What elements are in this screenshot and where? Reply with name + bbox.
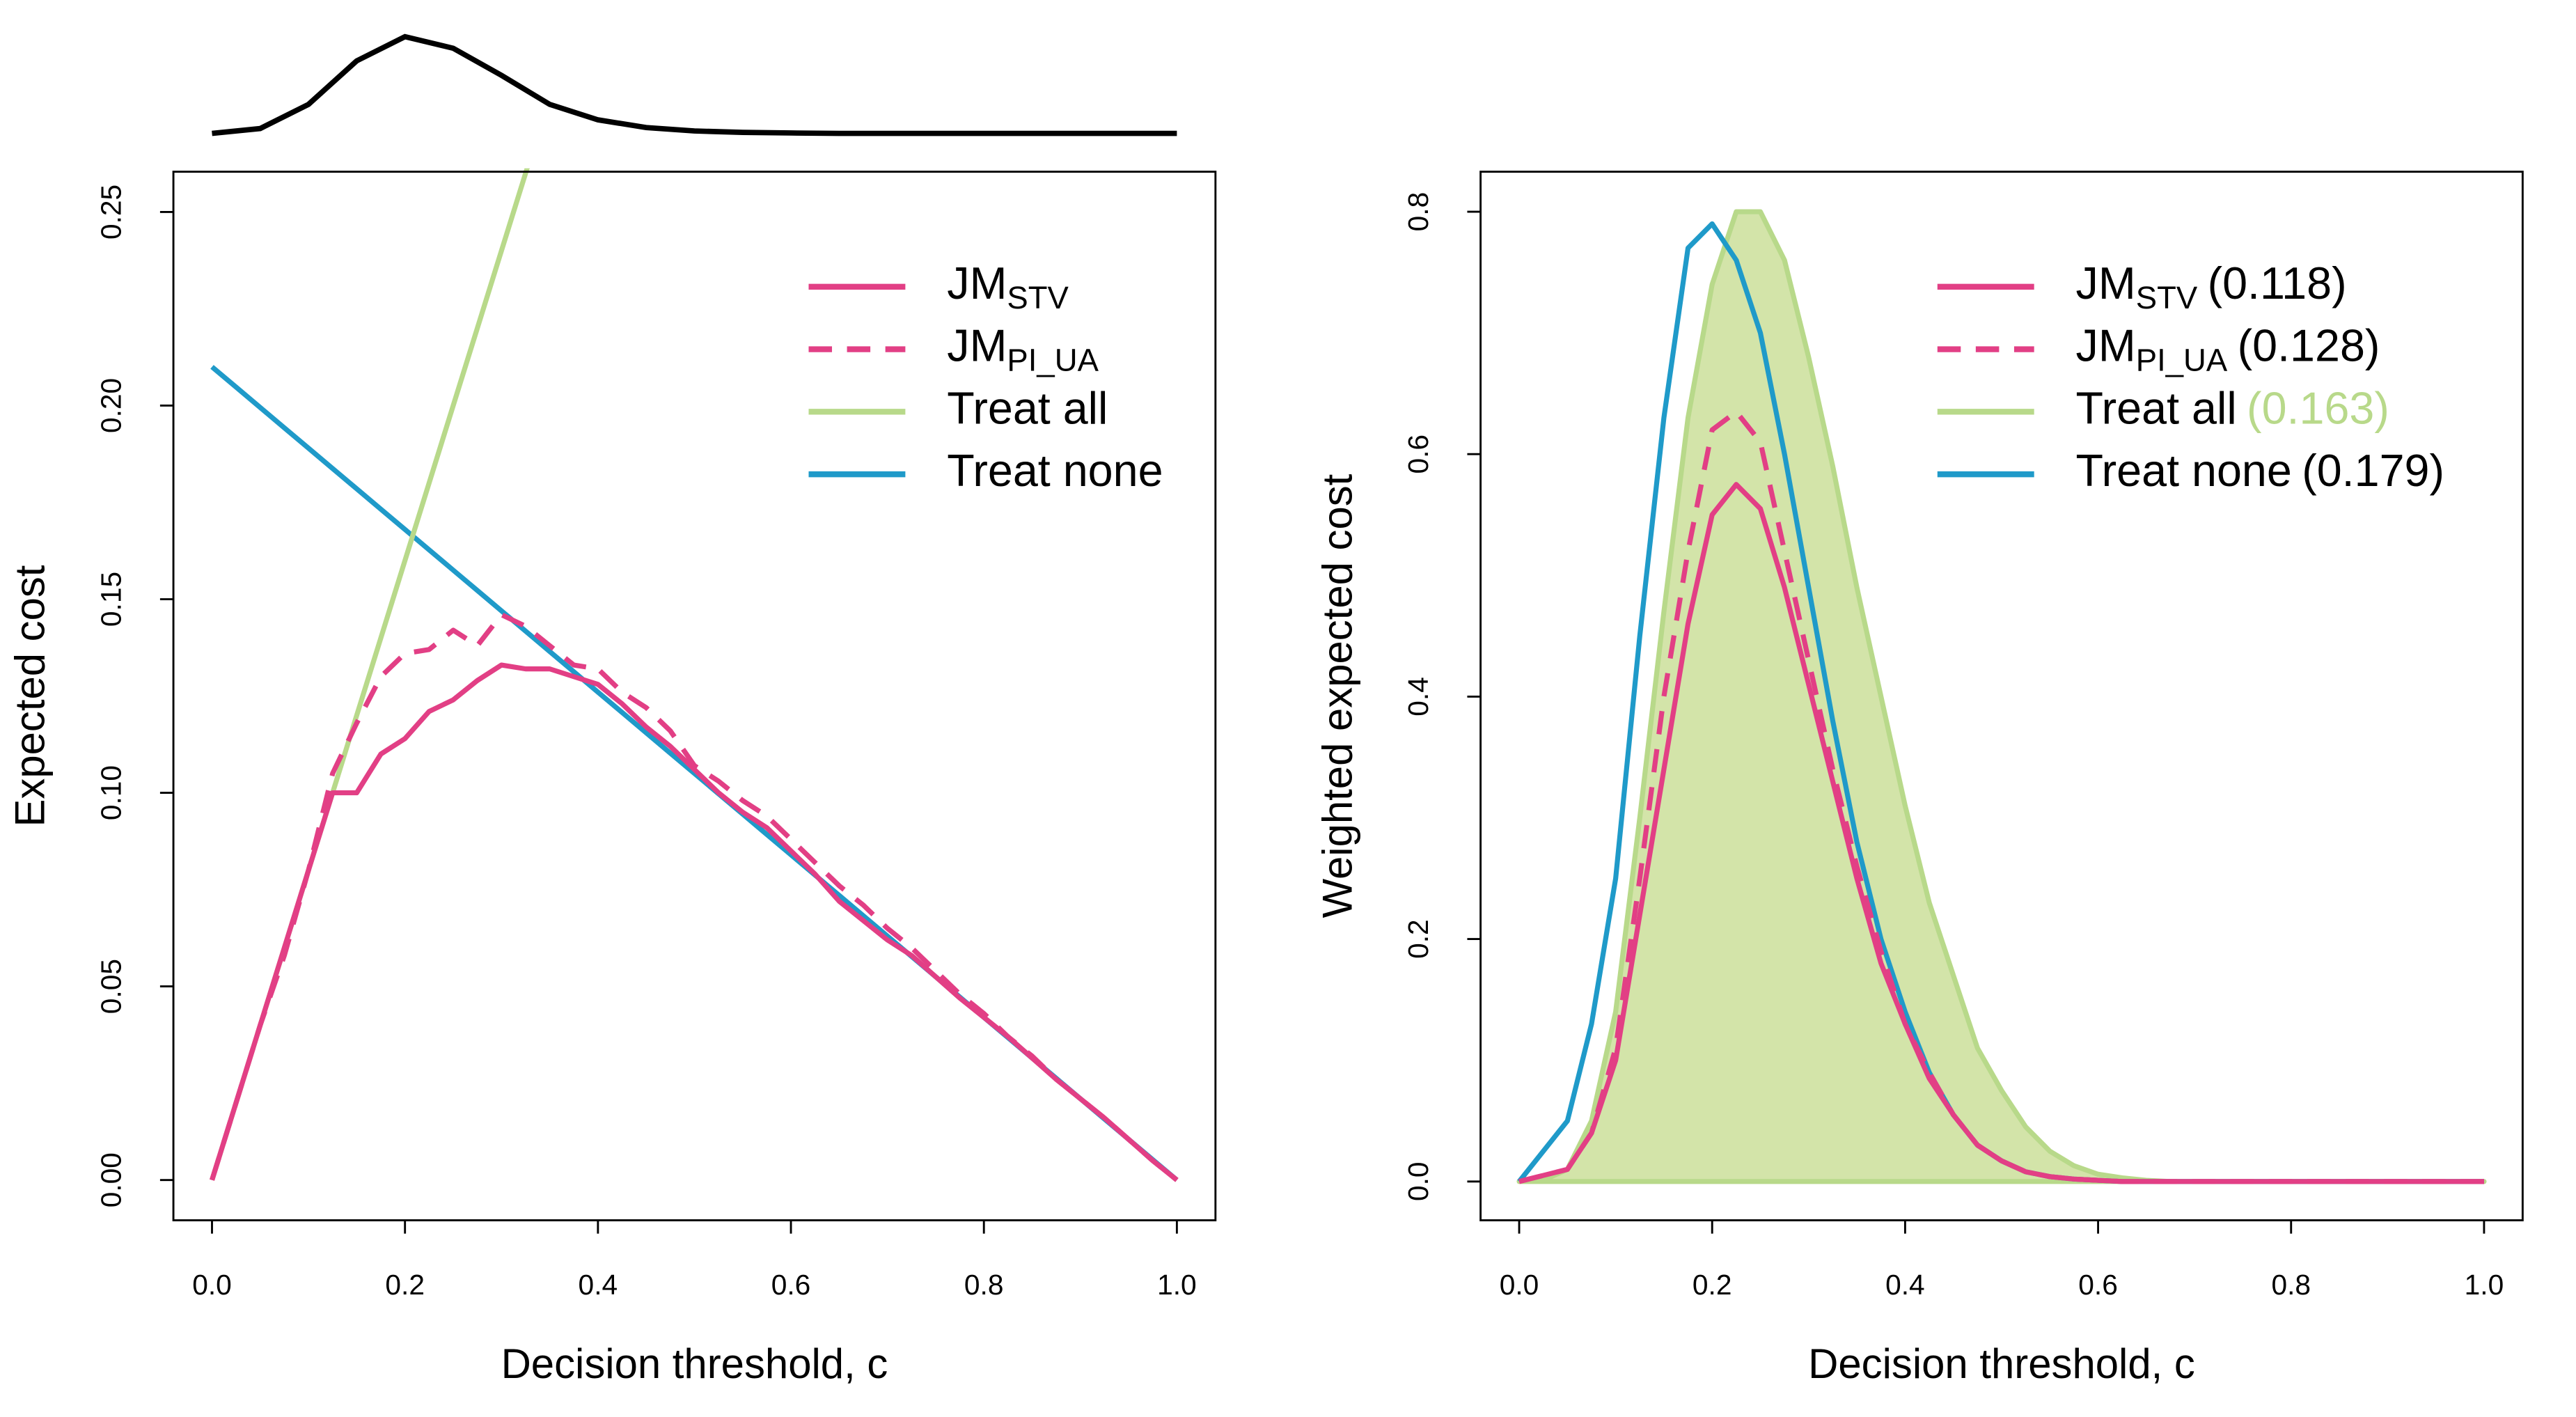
series-line xyxy=(210,168,530,1181)
y-tick-label: 0.8 xyxy=(1402,192,1434,232)
legend-value: (0.163) xyxy=(2247,382,2389,433)
y-tick-label: 0.20 xyxy=(95,378,127,433)
legend-subscript: STV xyxy=(1007,280,1069,315)
x-tick-label: 0.2 xyxy=(385,1269,425,1301)
legend-value: (0.179) xyxy=(2302,445,2444,496)
y-tick-label: 0.4 xyxy=(1402,677,1434,717)
x-tick-label: 0.8 xyxy=(2271,1269,2311,1301)
x-tick-label: 1.0 xyxy=(2465,1269,2504,1301)
y-tick-label: 0.10 xyxy=(95,765,127,820)
density-line xyxy=(212,33,1177,136)
y-tick-label: 0.05 xyxy=(95,959,127,1014)
legend-subscript: PI_UA xyxy=(1007,343,1099,378)
series-line xyxy=(210,612,1179,1182)
x-tick-label: 0.4 xyxy=(1885,1269,1925,1301)
y-axis-title: Weighted expected cost xyxy=(1314,473,1360,918)
legend-label: JMSTV (0.118) xyxy=(2076,258,2347,315)
x-tick-label: 0.4 xyxy=(579,1269,618,1301)
legend-subscript: PI_UA xyxy=(2136,343,2228,378)
series-line xyxy=(210,662,1179,1182)
legend-name: Treat none xyxy=(947,445,1163,496)
legend-label: JMPI_UA xyxy=(947,320,1099,378)
legend-subscript: STV xyxy=(2136,280,2198,315)
plot-frame xyxy=(1479,171,2524,1221)
x-tick-label: 0.0 xyxy=(1500,1269,1539,1301)
x-axis-title: Decision threshold, c xyxy=(1808,1340,2195,1387)
legend-name: Treat all xyxy=(947,382,1108,433)
legend-label: Treat none xyxy=(947,445,1163,496)
legend-label: Treat all (0.163) xyxy=(2076,382,2389,433)
legend-name: JM xyxy=(947,258,1007,308)
y-tick-label: 0.6 xyxy=(1402,435,1434,474)
x-tick-label: 0.6 xyxy=(771,1269,811,1301)
y-tick-label: 0.00 xyxy=(95,1152,127,1207)
legend-name: JM xyxy=(2076,258,2136,308)
legend-value: (0.128) xyxy=(2238,320,2380,371)
legend-name: JM xyxy=(947,320,1007,371)
legend-label: Treat all xyxy=(947,382,1108,433)
legend-value: (0.118) xyxy=(2208,258,2347,308)
y-axis-title: Expected cost xyxy=(7,565,54,827)
y-tick-label: 0.25 xyxy=(95,185,127,240)
legend-label: JMPI_UA (0.128) xyxy=(2076,320,2380,378)
x-tick-label: 0.8 xyxy=(964,1269,1004,1301)
x-axis-title: Decision threshold, c xyxy=(501,1340,888,1387)
legend-name: JM xyxy=(2076,320,2136,371)
legend-label: Treat none (0.179) xyxy=(2076,445,2444,496)
legend-label: JMSTV xyxy=(947,258,1069,315)
x-tick-label: 1.0 xyxy=(1157,1269,1197,1301)
x-tick-label: 0.2 xyxy=(1693,1269,1732,1301)
y-tick-label: 0.2 xyxy=(1402,919,1434,959)
x-tick-label: 0.0 xyxy=(192,1269,232,1301)
plot-frame xyxy=(172,171,1217,1221)
y-tick-label: 0.15 xyxy=(95,572,127,627)
legend-name: Treat all xyxy=(2076,382,2237,433)
legend-name: Treat none xyxy=(2076,445,2292,496)
x-tick-label: 0.6 xyxy=(2078,1269,2118,1301)
y-tick-label: 0.0 xyxy=(1402,1162,1434,1202)
series-line xyxy=(1518,482,2484,1184)
